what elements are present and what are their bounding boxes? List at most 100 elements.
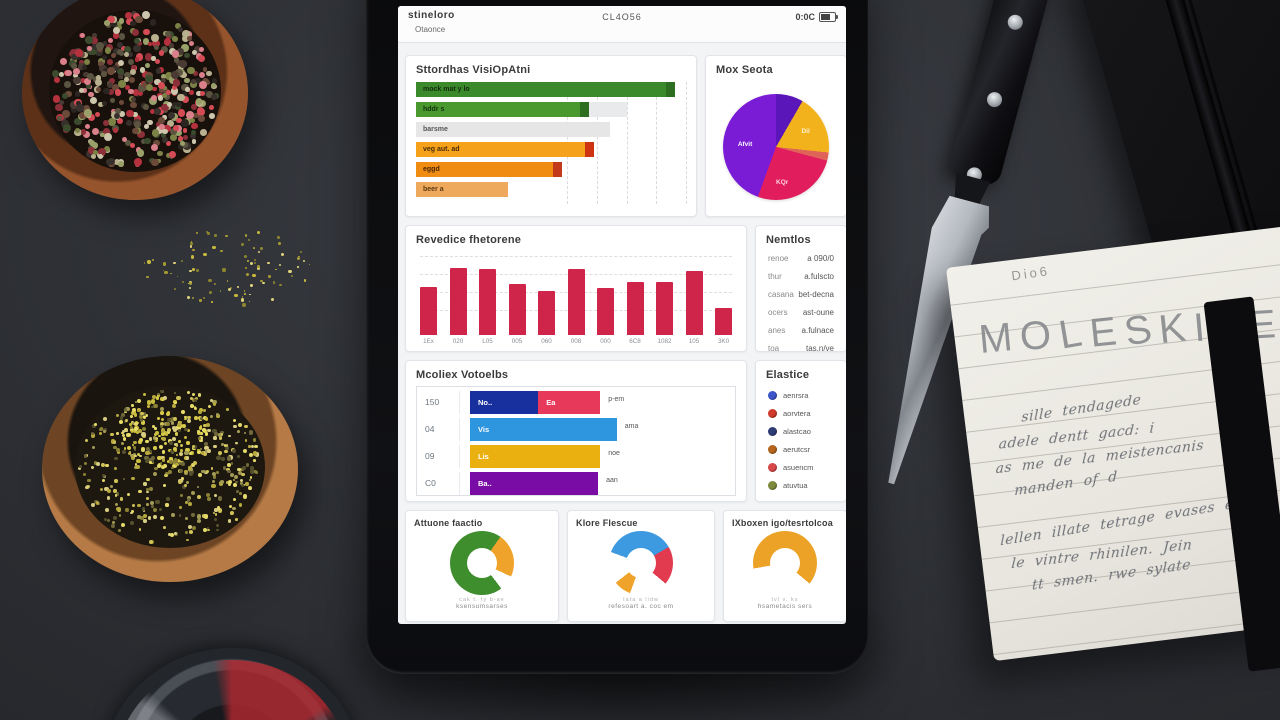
seed [181, 83, 189, 92]
seed [252, 451, 258, 456]
seed [220, 430, 224, 435]
panel-title: IXboxen igo/tesrtolcoa [732, 518, 833, 528]
seed [190, 451, 194, 455]
seed [221, 456, 226, 461]
seed [68, 59, 77, 67]
seed [162, 124, 171, 133]
spilled-spice [138, 226, 318, 310]
seed [139, 437, 144, 442]
stat-value: tas.n/ve [805, 344, 834, 353]
seed [206, 526, 210, 530]
pie-slice-label: Afvit [737, 140, 753, 148]
seed [148, 487, 153, 491]
seed [160, 77, 166, 83]
panel-legend[interactable]: Elastice aenrsra aorvtera alastcao aerutcsr… [755, 360, 846, 502]
seed [181, 409, 185, 414]
panel-pie[interactable]: Mox Seota Afvit Dil KQr [705, 55, 846, 217]
seed [218, 436, 222, 440]
seed [211, 94, 217, 101]
seed [239, 492, 242, 495]
spice-grain [262, 281, 265, 285]
seed [152, 436, 157, 440]
gauge-caption: tvl v. ks hsametacis sers [724, 597, 846, 610]
column-bar [567, 268, 585, 335]
seed [88, 147, 95, 154]
seed [118, 99, 124, 105]
seed [212, 444, 217, 449]
status-right-cluster: 0:0C [795, 12, 838, 22]
seed [128, 452, 132, 456]
seed [144, 455, 149, 461]
seed [105, 463, 110, 468]
seed [76, 104, 85, 113]
seed [164, 432, 169, 436]
seed [176, 60, 182, 66]
column-bar [479, 269, 496, 335]
spice-grain [214, 234, 218, 238]
seed [240, 467, 244, 471]
seed [60, 58, 68, 65]
panel-gauge-1[interactable]: Attuone faactio cak t. ty b-ae ksensumsar… [405, 510, 559, 622]
seed [191, 138, 197, 144]
seed [233, 424, 237, 429]
panel-category-bars[interactable]: Sttordhas VisiOpAtni mock mat y lo hddr s… [405, 55, 697, 217]
seed [184, 53, 190, 59]
seed [181, 44, 189, 52]
seed [128, 59, 135, 66]
seed [193, 415, 198, 420]
seed [125, 429, 128, 433]
seed [71, 63, 78, 70]
seed [207, 428, 211, 433]
seed [64, 81, 72, 88]
seed [203, 441, 209, 446]
seed [242, 494, 247, 499]
seed [118, 514, 122, 517]
seed [72, 76, 81, 85]
seed [151, 95, 158, 101]
seed [211, 480, 215, 484]
seed [172, 416, 178, 422]
seed [177, 109, 186, 117]
spice-grain [222, 268, 226, 272]
seed [234, 480, 238, 484]
seed [134, 56, 140, 62]
stat-value: a.fulscto [804, 272, 834, 281]
seed [202, 428, 206, 432]
seed [170, 421, 175, 426]
seed [188, 90, 194, 95]
seed [188, 502, 193, 506]
seed [124, 139, 131, 146]
panel-gauge-2[interactable]: Klore Flescue tata a lidw refesoart a. co… [567, 510, 715, 622]
seed [99, 487, 104, 492]
seed [102, 430, 106, 434]
seed [111, 521, 115, 525]
seed [237, 454, 241, 458]
seed [116, 451, 120, 454]
spice-grain [279, 283, 282, 287]
panel-revenue[interactable]: Revedice fhetorene 1Ex 020 L05 005 060 008 000… [405, 225, 747, 352]
seed [113, 445, 117, 450]
seed [85, 485, 89, 490]
seed [152, 39, 160, 48]
panel-gauge-3[interactable]: IXboxen igo/tesrtolcoa tvl v. ks hsametac… [723, 510, 846, 622]
seed [133, 158, 142, 167]
seed [178, 420, 182, 424]
panel-stacked-bars[interactable]: Mcoliex Votoelbs 150 No.. Ea p-em 04 Vis ama 09… [405, 360, 747, 502]
bar-segment: No.. [470, 391, 539, 414]
seed [198, 46, 205, 53]
seed [181, 95, 189, 103]
legend-dot [768, 445, 777, 454]
seed [151, 56, 156, 61]
seed [160, 396, 165, 402]
seed [226, 481, 229, 484]
seed [173, 56, 180, 63]
seed [252, 438, 256, 442]
seed [119, 111, 125, 117]
column-bar [508, 283, 526, 335]
panel-numbers[interactable]: Nemtlos renoe a 090/0 thur a.fulscto casana b… [755, 225, 846, 353]
seed [177, 26, 183, 33]
seed [124, 51, 130, 57]
seed [102, 427, 107, 432]
seed [184, 450, 189, 455]
seed [210, 467, 214, 470]
